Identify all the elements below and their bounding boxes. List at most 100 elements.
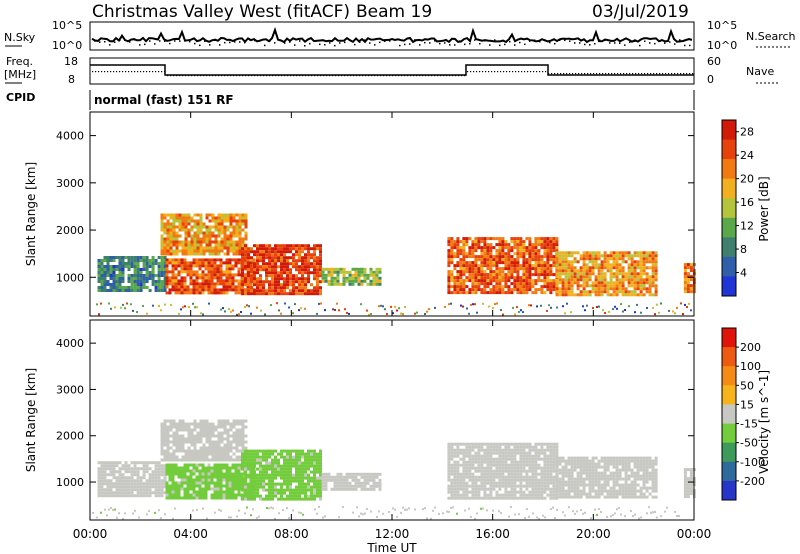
echo-cell-5 [465, 252, 469, 256]
echo-cell-0 [109, 470, 113, 474]
echo-cell-5 [486, 273, 490, 277]
echo-cell-5 [528, 264, 532, 268]
echo-cell-1 [184, 452, 188, 456]
echo-cell-3 [310, 470, 313, 474]
echo-cell-3 [316, 458, 319, 462]
echo-cell-1 [160, 243, 164, 247]
echo-cell-5 [501, 469, 505, 473]
echo-cell-2 [171, 487, 175, 491]
echo-cell-3 [247, 265, 250, 269]
echo-cell-3 [319, 476, 322, 480]
ground-scatter-cell [492, 307, 494, 310]
echo-cell-1 [202, 222, 206, 226]
echo-cell-5 [480, 466, 484, 470]
echo-cell-2 [237, 475, 241, 479]
echo-cell-0 [127, 277, 131, 280]
echo-cell-2 [204, 282, 208, 286]
echo-cell-5 [471, 487, 475, 491]
echo-cell-5 [483, 291, 487, 295]
echo-cell-5 [462, 484, 466, 488]
echo-cell-5 [534, 445, 538, 449]
echo-cell-5 [549, 451, 553, 455]
echo-cell-3 [247, 485, 250, 489]
echo-cell-3 [241, 494, 244, 498]
echo-cell-6 [585, 275, 589, 279]
echo-cell-5 [501, 243, 505, 247]
echo-cell-5 [531, 448, 535, 452]
echo-cell-6 [648, 290, 652, 294]
ground-scatter-cell [466, 307, 468, 310]
echo-cell-5 [501, 442, 505, 446]
echo-cell-1 [226, 243, 230, 247]
echo-cell-6 [609, 281, 613, 285]
echo-cell-3 [319, 253, 322, 257]
ground-scatter-cell [260, 309, 262, 312]
echo-cell-5 [486, 457, 490, 461]
echo-cell-5 [501, 261, 505, 265]
echo-cell-2 [231, 490, 235, 494]
echo-cell-2 [216, 484, 220, 488]
ground-scatter-cell [684, 303, 686, 306]
echo-cell-5 [468, 469, 472, 473]
echo-cell-3 [280, 271, 283, 275]
echo-cell-5 [480, 264, 484, 268]
echo-cell-5 [471, 475, 475, 479]
ground-scatter-cell [320, 302, 322, 305]
echo-cell-0 [112, 491, 116, 495]
echo-cell-3 [268, 268, 271, 272]
echo-cell-6 [645, 257, 649, 261]
echo-cell-5 [543, 448, 547, 452]
echo-cell-2 [234, 496, 238, 500]
echo-cell-0 [142, 464, 146, 468]
noise-search-point [569, 40, 571, 42]
echo-cell-5 [513, 457, 517, 461]
echo-cell-3 [295, 292, 298, 296]
echo-cell-1 [172, 222, 176, 226]
echo-cell-0 [160, 482, 164, 486]
echo-cell-1 [205, 431, 209, 435]
noise-search-point [484, 40, 486, 42]
echo-cell-3 [289, 250, 292, 254]
noise-search-point [289, 41, 291, 43]
echo-cell-3 [244, 482, 247, 486]
echo-cell-3 [253, 491, 256, 495]
nave-point [416, 75, 418, 77]
echo-cell-0 [103, 488, 107, 492]
echo-cell-0 [160, 268, 164, 271]
echo-cell-5 [519, 276, 523, 280]
echo-cell-5 [528, 451, 532, 455]
echo-cell-1 [235, 219, 239, 223]
nave-point [665, 73, 667, 75]
echo-cell-2 [225, 276, 229, 280]
echo-cell-1 [199, 237, 203, 241]
echo-cell-5 [495, 481, 499, 485]
echo-cell-5 [486, 460, 490, 464]
echo-cell-0 [130, 277, 134, 280]
echo-cell-1 [205, 446, 209, 450]
echo-cell-4 [333, 282, 337, 286]
echo-cell-5 [525, 460, 529, 464]
echo-cell-5 [447, 457, 451, 461]
echo-cell-4 [324, 484, 328, 488]
echo-cell-5 [543, 249, 547, 253]
echo-cell-5 [507, 261, 511, 265]
echo-cell-3 [301, 277, 304, 281]
ground-scatter-cell [294, 303, 296, 306]
echo-cell-3 [271, 473, 274, 477]
echo-cell-3 [313, 286, 316, 290]
echo-cell-5 [456, 246, 460, 250]
echo-cell-3 [280, 455, 283, 459]
echo-cell-5 [498, 481, 502, 485]
echo-cell-1 [220, 437, 224, 441]
echo-cell-5 [474, 267, 478, 271]
echo-cell-2 [237, 493, 241, 497]
echo-cell-1 [160, 449, 164, 453]
echo-cell-3 [274, 467, 277, 471]
echo-cell-1 [175, 422, 179, 426]
echo-cell-2 [216, 267, 220, 271]
echo-cell-2 [165, 267, 169, 271]
echo-cell-3 [274, 458, 277, 462]
echo-cell-5 [489, 243, 493, 247]
echo-cell-1 [217, 419, 221, 423]
echo-cell-4 [321, 484, 325, 488]
